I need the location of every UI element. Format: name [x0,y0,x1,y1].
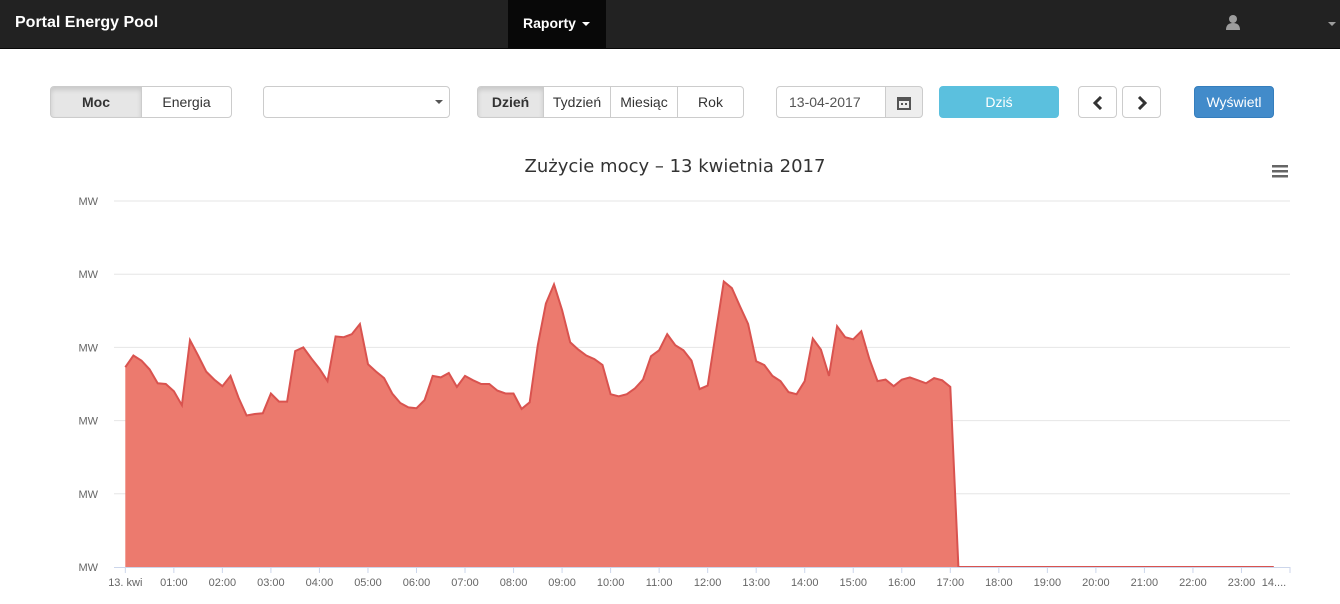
x-tick-label: 14.... [1262,577,1286,589]
calendar-button[interactable] [885,86,923,118]
x-tick-label: 21:00 [1131,577,1159,589]
x-tick-label: 03:00 [257,577,285,589]
next-button[interactable] [1122,86,1161,118]
x-tick-label: 22:00 [1179,577,1207,589]
x-tick-label: 13. kwi [108,577,142,589]
x-tick-label: 02:00 [209,577,237,589]
x-tick-label: 04:00 [306,577,334,589]
y-tick-label: MW [78,416,98,428]
x-tick-label: 11:00 [646,577,673,589]
period-button[interactable]: Tydzień [543,86,611,118]
y-tick-label: MW [78,562,98,574]
date-input[interactable]: 13-04-2017 [776,86,886,118]
caret [581,22,590,27]
brand[interactable]: Portal Energy Pool [15,14,159,31]
x-tick-label: 10:00 [597,577,625,589]
menu-bar [1272,165,1288,168]
menu-dropdown[interactable]: Raporty [508,0,606,48]
x-tick-label: 19:00 [1034,577,1062,589]
chart-menu[interactable] [1272,165,1288,178]
chart-title: Zużycie mocy – 13 kwietnia 2017 [525,156,826,177]
x-tick-label: 07:00 [451,577,479,589]
calendar-icon [897,97,911,111]
period-button[interactable]: Rok [677,86,744,118]
x-tick-label: 20:00 [1082,577,1110,589]
x-tick-label: 09:00 [548,577,576,589]
area [125,281,1274,567]
menu-bar [1272,175,1288,178]
period-button[interactable]: Miesiąc [610,86,678,118]
chevron-right [1137,96,1147,111]
x-tick-label: 15:00 [839,577,867,589]
show-button[interactable]: Wyświetl [1194,86,1274,118]
y-tick-label: MW [78,196,98,208]
x-tick-label: 05:00 [354,577,382,589]
y-tick-label: MW [78,489,98,501]
chevron-left [1092,96,1102,111]
today-button[interactable]: Dziś [939,86,1059,118]
x-tick-label: 13:00 [742,577,770,589]
x-tick-label: 14:00 [791,577,819,589]
menu-bar [1272,170,1288,173]
x-tick-label: 06:00 [403,577,431,589]
user-icon[interactable] [1225,14,1241,30]
x-tick-label: 16:00 [888,577,916,589]
line [124,279,1274,568]
mode-button[interactable]: Moc [50,86,142,118]
mode-button[interactable]: Energia [141,86,232,118]
y-tick-label: MW [78,269,98,281]
select[interactable] [263,86,450,118]
y-tick-label: MW [78,342,98,354]
menu-label: Raporty [523,15,576,31]
x-tick-label: 18:00 [985,577,1013,589]
caret [1328,22,1336,26]
prev-button[interactable] [1078,86,1117,118]
x-tick-label: 23:00 [1228,577,1256,589]
x-tick-label: 17:00 [937,577,965,589]
x-tick-label: 08:00 [500,577,528,589]
navbar: Portal Energy Pool Raporty [0,0,1340,49]
x-tick-label: 12:00 [694,577,722,589]
x-tick-label: 01:00 [160,577,188,589]
period-button[interactable]: Dzień [477,86,544,118]
caret [435,100,443,104]
